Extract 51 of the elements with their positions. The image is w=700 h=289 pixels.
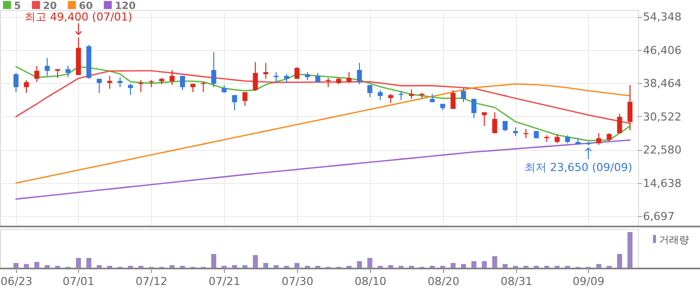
bar <box>274 265 279 268</box>
bar <box>492 256 498 268</box>
legend-label: 60 <box>78 1 93 12</box>
x-tick-label: 07/12 <box>136 275 168 288</box>
bar <box>502 264 508 268</box>
bar <box>76 258 81 268</box>
legend-label: 20 <box>42 1 57 12</box>
bar <box>628 232 632 268</box>
bar <box>14 262 18 268</box>
bar <box>252 255 258 268</box>
bar <box>44 265 50 268</box>
bar <box>232 265 238 268</box>
bar <box>86 258 92 268</box>
annotation: 최고 49,400 (07/01) <box>24 10 132 24</box>
legend-label: 5 <box>14 1 21 12</box>
bar <box>96 265 102 268</box>
bar <box>388 265 394 268</box>
bar <box>367 258 372 268</box>
x-tick-label: 08/20 <box>428 275 460 288</box>
bar <box>596 264 602 268</box>
x-tick-label: 06/23 <box>0 275 32 288</box>
bar <box>471 261 476 268</box>
y-tick-label: 54,348 <box>643 10 682 24</box>
x-tick-label: 07/30 <box>282 275 314 288</box>
bar <box>450 262 456 268</box>
x-tick-label: 08/31 <box>500 275 532 288</box>
y-tick-label: 46,406 <box>643 44 682 57</box>
annotation: 최저 23,650 (09/09) <box>524 161 632 174</box>
x-tick-label: 07/01 <box>62 275 94 288</box>
y-tick-label: 14,638 <box>643 176 682 190</box>
bar <box>24 264 29 268</box>
bar <box>170 265 175 268</box>
legend-label: 120 <box>114 1 136 12</box>
bar <box>211 254 216 268</box>
bar <box>617 254 622 268</box>
bar <box>294 262 300 268</box>
legend: 거래량 <box>653 235 689 246</box>
x-tick-label: 08/10 <box>354 275 386 288</box>
bar <box>482 261 487 268</box>
bar <box>263 262 268 268</box>
x-tick-label: 09/09 <box>572 275 604 288</box>
legend-label: 거래량 <box>659 235 689 246</box>
y-tick-label: 30,522 <box>643 110 682 124</box>
y-tick-label: 38,464 <box>643 77 682 90</box>
bar <box>356 261 362 268</box>
bar <box>34 262 40 268</box>
x-tick-label: 07/21 <box>208 275 240 288</box>
y-tick-label: 22,580 <box>643 144 682 157</box>
bar <box>460 264 466 268</box>
y-tick-label: 6,697 <box>643 210 674 223</box>
bar <box>242 265 248 268</box>
